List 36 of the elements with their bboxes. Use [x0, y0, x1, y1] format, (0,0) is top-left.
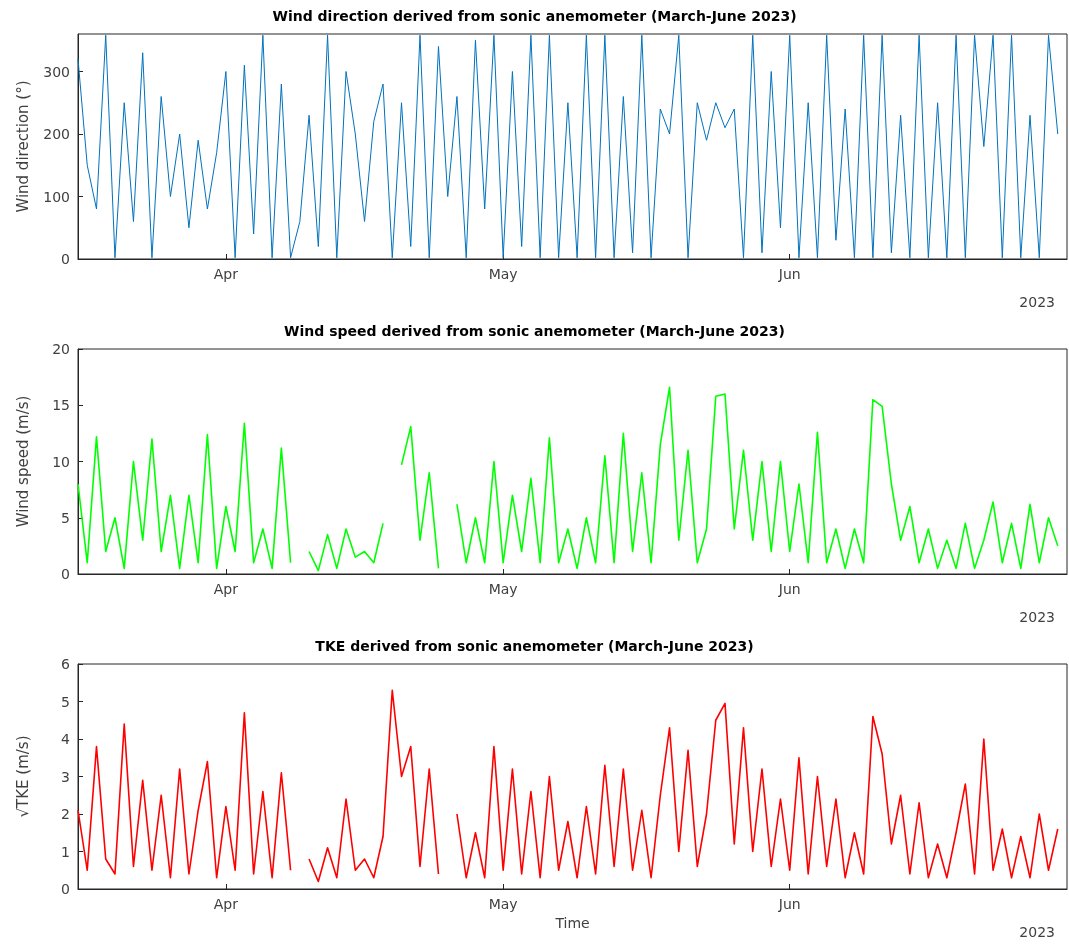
y-tick-label: 5	[61, 693, 70, 710]
chart-title: Wind direction derived from sonic anemometer (March-June 2023)	[272, 8, 797, 24]
y-tick-label: 300	[43, 63, 70, 80]
x-tick-label: Jun	[777, 266, 801, 282]
text: 2023	[1019, 294, 1056, 310]
x-tick-label: Jun	[777, 581, 801, 597]
x-tick-label: May	[488, 581, 518, 597]
y-tick-label: 200	[43, 126, 70, 142]
y-tick-label: 4	[61, 731, 71, 747]
y-tick-label: 0	[61, 566, 70, 582]
x-tick-label: Apr	[213, 896, 239, 912]
y-tick-label: 6	[61, 656, 71, 672]
y-axis-title: √TKE (m/s)	[13, 735, 32, 818]
chart-title: TKE derived from sonic anemometer (March-June 2023)	[315, 638, 754, 654]
y-tick-label: 5	[61, 509, 70, 526]
line-series	[77, 34, 1059, 259]
text: 2023	[1019, 924, 1056, 940]
y-tick-label: 1	[61, 843, 70, 860]
x-tick-label: Apr	[213, 581, 239, 597]
text: 2023	[1019, 609, 1056, 625]
y-tick-label: 20	[52, 341, 70, 357]
y-axis-title: Wind speed (m/s)	[13, 395, 32, 528]
x-tick-label: Apr	[213, 266, 239, 282]
x-axis-title: Time	[554, 914, 590, 931]
y-tick-label: 3	[61, 768, 70, 785]
y-tick-label: 15	[52, 397, 70, 414]
y-axis-title: Wind direction (°)	[13, 80, 32, 213]
y-tick-label: 0	[61, 881, 70, 897]
y-tick-label: 0	[61, 251, 70, 267]
y-tick-label: 10	[52, 453, 70, 470]
x-tick-label: May	[488, 266, 518, 282]
y-tick-label: 100	[43, 188, 70, 205]
y-tick-label: 2	[61, 806, 70, 822]
x-tick-label: May	[488, 896, 518, 912]
x-tick-label: Jun	[777, 896, 801, 912]
chart-title: Wind speed derived from sonic anemometer (March-June 2023)	[284, 323, 785, 339]
